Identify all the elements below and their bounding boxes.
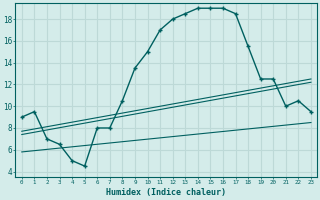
X-axis label: Humidex (Indice chaleur): Humidex (Indice chaleur) — [106, 188, 226, 197]
